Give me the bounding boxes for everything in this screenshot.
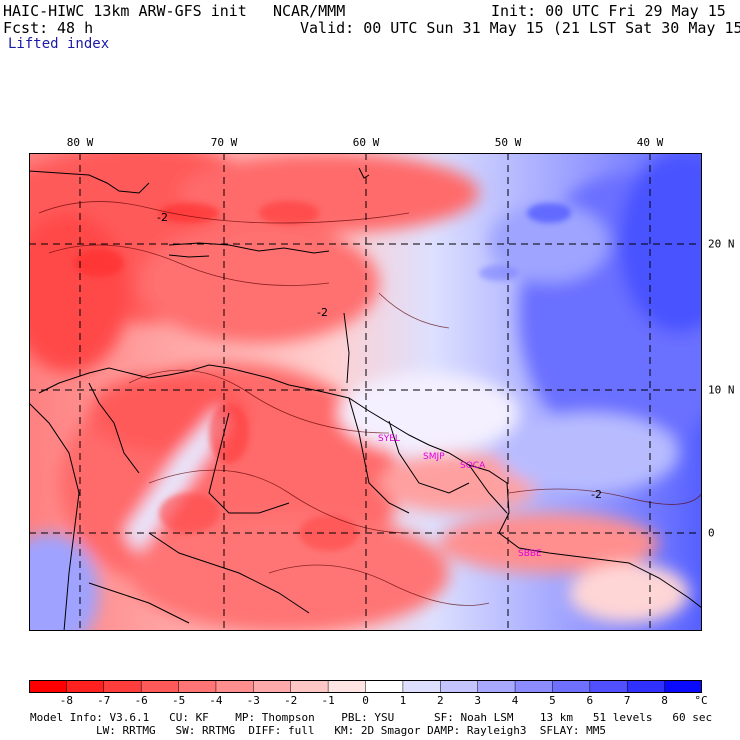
lat-label-20n: 20 N bbox=[708, 237, 735, 251]
colorbar-cell bbox=[66, 680, 105, 693]
colorbar-tick-label: -8 bbox=[59, 694, 74, 707]
coastlines bbox=[29, 167, 702, 631]
lesser-antilles bbox=[343, 312, 350, 384]
colorbar-tick-label: 3 bbox=[474, 694, 481, 707]
color-scale-bar bbox=[29, 680, 702, 693]
colorbar-tick-label: 1 bbox=[399, 694, 407, 707]
colorbar-tick-label: 2 bbox=[436, 694, 444, 707]
field-name: Lifted index bbox=[8, 36, 110, 52]
station-soca: SOCA bbox=[460, 461, 486, 471]
colorbar-cell bbox=[178, 680, 217, 693]
contour-label: -2 bbox=[591, 488, 602, 501]
li-contours bbox=[38, 201, 702, 606]
colorbar-cell bbox=[215, 680, 255, 693]
lifted-index-map[interactable]: -2 -2 -2 SYEL SMJP SOCA SBBE bbox=[29, 153, 702, 631]
pacific-coast bbox=[29, 402, 80, 631]
forecast-hour: 48 h bbox=[57, 19, 94, 37]
colorbar-cell bbox=[29, 680, 68, 693]
colorbar-cell bbox=[290, 680, 329, 693]
model-info-line1: Model Info: V3.6.1 CU: KF MP: Thompson P… bbox=[30, 711, 713, 724]
lon-label-50w: 50 W bbox=[494, 136, 522, 149]
contour-label: -2 bbox=[157, 211, 168, 224]
contour-label: -2 bbox=[317, 306, 328, 319]
colorbar-cell bbox=[477, 680, 516, 693]
colorbar-tick-label: -1 bbox=[321, 694, 335, 707]
colorbar-tick-label: 0 bbox=[362, 694, 369, 707]
ecuador-peru-border bbox=[88, 582, 190, 624]
lat-label-10n: 10 N bbox=[708, 383, 735, 397]
station-labels: SYEL SMJP SOCA SBBE bbox=[378, 434, 542, 559]
colorbar-cell bbox=[626, 680, 666, 693]
lon-label-80w: 80 W bbox=[66, 136, 94, 149]
south-america-north-coast bbox=[38, 364, 702, 609]
panama-colombia-border bbox=[88, 382, 140, 474]
colorbar-tick-label: 4 bbox=[511, 694, 519, 707]
hispaniola-puerto-rico-coast bbox=[168, 242, 330, 254]
colorbar-tick-label: 6 bbox=[586, 694, 594, 707]
colorbar-tick-label: -2 bbox=[284, 694, 298, 707]
colorbar-tick-label: -6 bbox=[134, 694, 148, 707]
lon-label-40w: 40 W bbox=[636, 136, 664, 149]
cuba-coast bbox=[29, 170, 150, 194]
colorbar-cell bbox=[402, 680, 442, 693]
model-info-line2: LW: RRTMG SW: RRTMG DIFF: full KM: 2D Sm… bbox=[96, 724, 606, 737]
colorbar-cell bbox=[103, 680, 142, 693]
french-guiana-border bbox=[468, 464, 508, 514]
suriname-border bbox=[388, 420, 470, 494]
colorbar-cell bbox=[440, 680, 479, 693]
map-frame bbox=[29, 153, 702, 631]
contour-labels: -2 -2 -2 bbox=[157, 211, 602, 501]
colorbar-cell bbox=[140, 680, 180, 693]
init-time: Init: 00 UTC Fri 29 May 15 bbox=[491, 2, 726, 20]
forecast-label: Fcst: bbox=[3, 19, 49, 37]
graticule bbox=[29, 153, 702, 631]
station-smjp: SMJP bbox=[423, 452, 445, 462]
colorbar-tick-label: 8 bbox=[661, 694, 668, 707]
leeward-islands bbox=[358, 167, 370, 179]
organization-label: NCAR/MMM bbox=[273, 2, 346, 20]
model-title: HAIC-HIWC 13km ARW-GFS init bbox=[3, 2, 247, 20]
colorbar-tick-label: -7 bbox=[97, 694, 111, 707]
lat-label-equator: 0 bbox=[708, 526, 715, 540]
colorbar-tick-label: 7 bbox=[623, 694, 631, 707]
station-syel: SYEL bbox=[378, 434, 400, 444]
colorbar-cell bbox=[664, 680, 702, 693]
venezuela-colombia-border bbox=[208, 412, 290, 514]
colorbar-tick-label: -5 bbox=[171, 694, 186, 707]
colorbar-cell bbox=[552, 680, 591, 693]
lon-label-60w: 60 W bbox=[352, 136, 380, 149]
guyana-border bbox=[348, 397, 410, 514]
colorbar-tick-label: -3 bbox=[246, 694, 260, 707]
station-sbbe: SBBE bbox=[518, 549, 542, 559]
colorbar-tick-label: 5 bbox=[549, 694, 556, 707]
jamaica-coast bbox=[168, 254, 210, 258]
colorbar-cell bbox=[589, 680, 628, 693]
lon-label-70w: 70 W bbox=[210, 136, 238, 149]
colorbar-cell bbox=[514, 680, 554, 693]
colorbar-cell bbox=[253, 680, 292, 693]
colorbar-cell bbox=[327, 680, 367, 693]
valid-time: Valid: 00 UTC Sun 31 May 15 (21 LST Sat … bbox=[300, 19, 740, 37]
colorbar-unit: °C bbox=[694, 694, 708, 707]
colorbar-cell bbox=[365, 680, 404, 693]
colorbar-tick-label: -4 bbox=[209, 694, 223, 707]
